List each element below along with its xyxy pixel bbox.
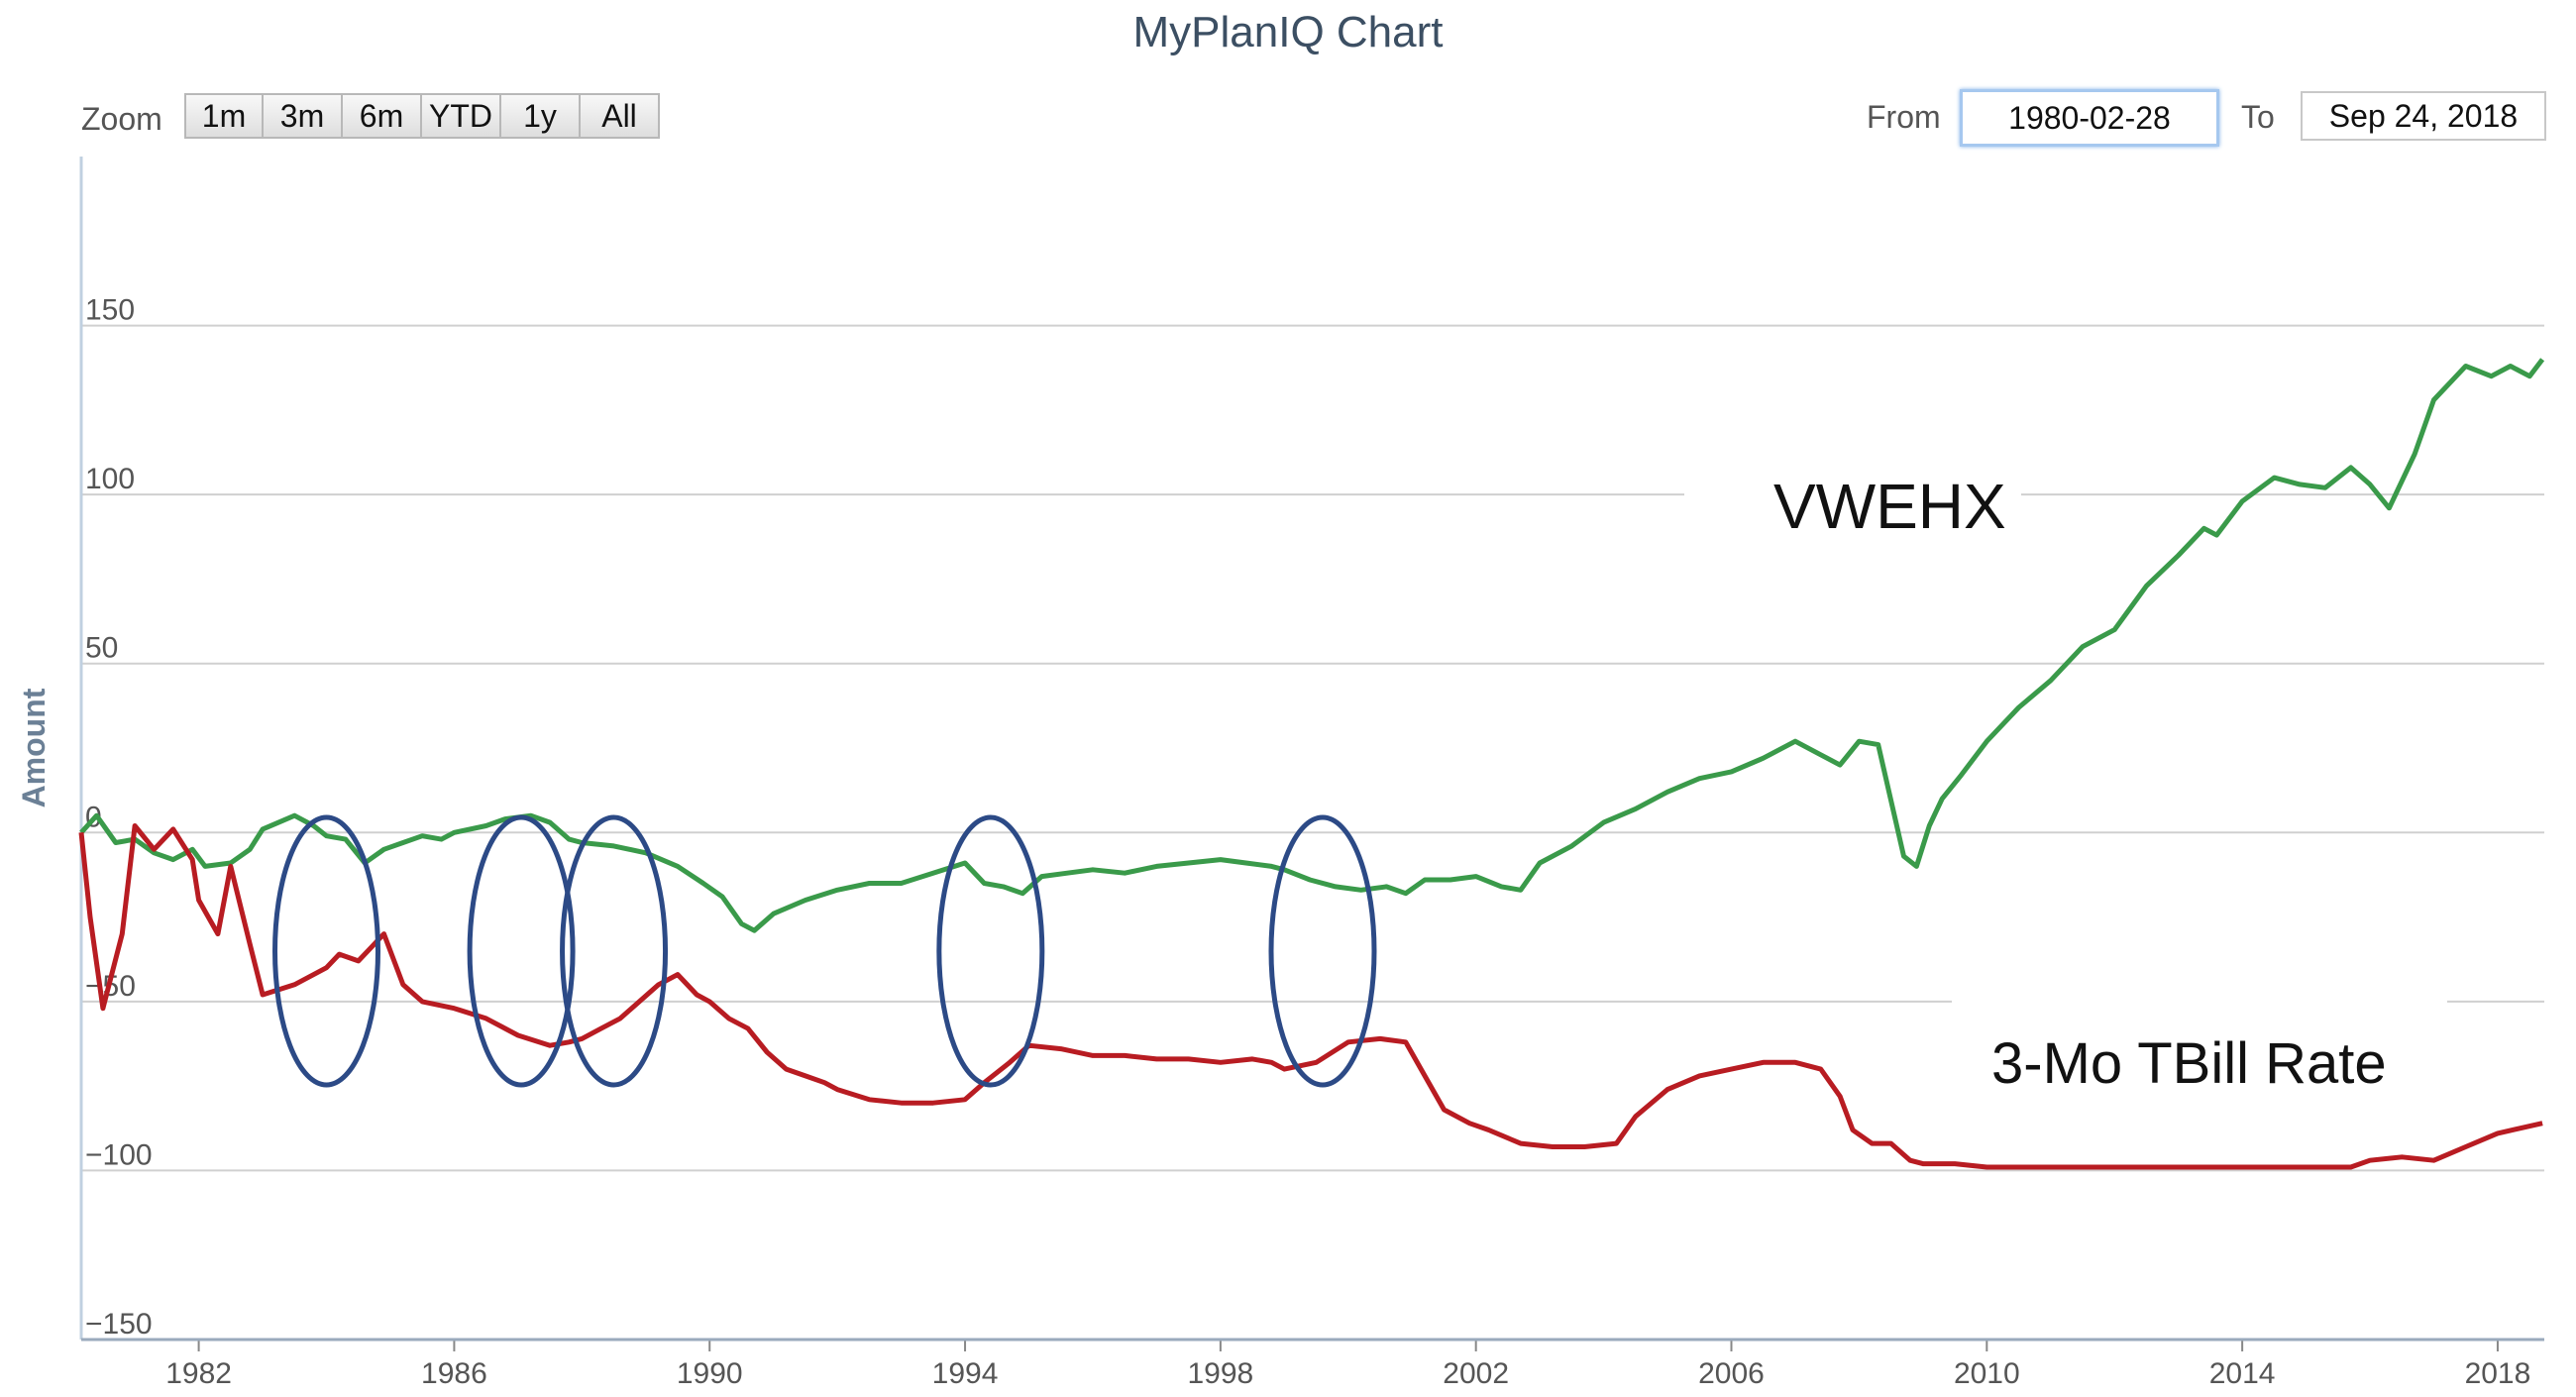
vwehx-annotation: VWEHX (1773, 471, 2006, 542)
zoom-1m-button[interactable]: 1m (184, 93, 264, 139)
tbill-annotation-backdrop (1952, 971, 2447, 1080)
chart-title: MyPlanIQ Chart (1132, 8, 1444, 56)
x-tick-label: 2018 (2465, 1357, 2531, 1390)
x-tick-label: 1990 (677, 1357, 743, 1390)
y-tick-label: −150 (85, 1308, 153, 1341)
to-label: To (2241, 99, 2275, 135)
from-date-input[interactable]: 1980-02-28 (1960, 89, 2219, 147)
zoom-1y-button[interactable]: 1y (501, 93, 581, 139)
highlight-ellipse (936, 814, 1045, 1088)
x-tick-label: 1998 (1187, 1357, 1253, 1390)
x-tick-label: 2002 (1443, 1357, 1509, 1390)
y-tick-label: −100 (85, 1138, 153, 1171)
zoom-button-group: 1m 3m 6m YTD 1y All (184, 93, 660, 139)
highlight-ellipse (467, 814, 576, 1088)
x-tick-label: 2010 (1954, 1357, 2020, 1390)
y-tick-label: 100 (85, 463, 135, 495)
y-tick-label: 50 (85, 632, 118, 665)
x-axis-ticks: 1982 1986 1990 1994 1998 2002 2006 2010 2014 2018 (165, 1340, 2530, 1390)
zoom-6m-button[interactable]: 6m (343, 93, 422, 139)
zoom-3m-button[interactable]: 3m (264, 93, 343, 139)
highlight-ellipses (272, 814, 1377, 1088)
y-tick-label: 150 (85, 294, 135, 327)
x-tick-label: 2014 (2209, 1357, 2276, 1390)
x-tick-label: 2006 (1698, 1357, 1765, 1390)
highlight-ellipse (272, 814, 381, 1088)
tbill-annotation: 3-Mo TBill Rate (1991, 1031, 2387, 1096)
x-tick-label: 1982 (165, 1357, 232, 1390)
zoom-label: Zoom (81, 101, 162, 137)
highlight-ellipse (1268, 814, 1377, 1088)
x-tick-label: 1986 (421, 1357, 487, 1390)
vwehx-series-line (79, 358, 2545, 933)
from-label: From (1867, 99, 1941, 135)
vwehx-annotation-backdrop (1684, 451, 2021, 560)
zoom-all-button[interactable]: All (581, 93, 660, 139)
x-tick-label: 1994 (932, 1357, 999, 1390)
y-axis-label: Amount (16, 688, 52, 807)
to-date-input[interactable]: Sep 24, 2018 (2301, 91, 2546, 141)
zoom-ytd-button[interactable]: YTD (422, 93, 501, 139)
highlight-ellipse (560, 814, 669, 1088)
